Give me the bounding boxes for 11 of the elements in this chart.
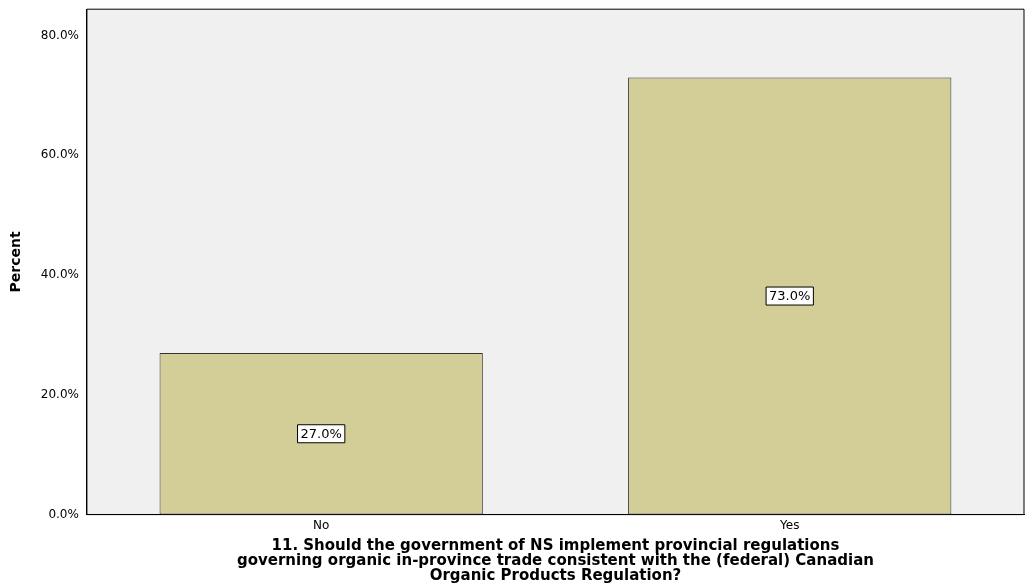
y-tick-label: 80.0% — [40, 27, 79, 42]
y-tick-label: 40.0% — [40, 267, 79, 282]
x-tick-label: Yes — [779, 517, 800, 532]
data-label: 27.0% — [300, 426, 342, 442]
y-tick-label: 60.0% — [40, 147, 79, 162]
y-tick-label: 20.0% — [40, 386, 79, 401]
x-tick-label: No — [313, 517, 330, 532]
data-label: 73.0% — [769, 288, 811, 304]
y-axis-title: Percent — [7, 231, 24, 293]
y-tick-label: 0.0% — [48, 506, 79, 521]
x-axis-title: 11. Should the government of NS implement provincial regulations governing organic in-province trade consistent with the (federal) Canadian Organic Products Regulation? — [236, 536, 874, 584]
